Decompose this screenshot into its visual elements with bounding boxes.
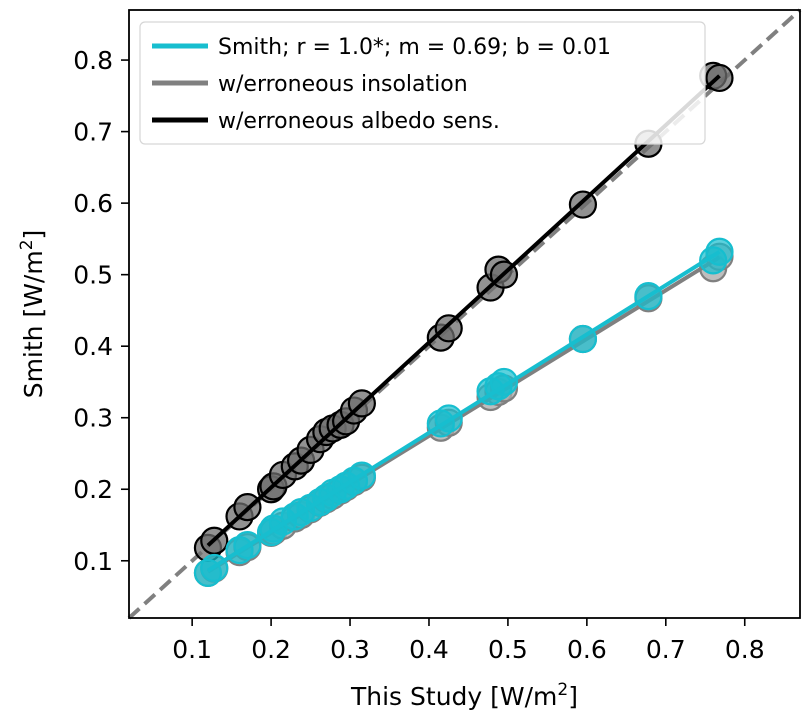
y-tick-label: 0.6 bbox=[73, 189, 113, 218]
y-tick-label: 0.5 bbox=[73, 261, 113, 290]
legend-label: Smith; r = 1.0*; m = 0.69; b = 0.01 bbox=[218, 35, 611, 60]
x-tick-label: 0.5 bbox=[488, 635, 528, 664]
y-tick-label: 0.3 bbox=[73, 404, 113, 433]
legend-label: w/erroneous insolation bbox=[218, 72, 468, 97]
x-tick-label: 0.3 bbox=[330, 635, 370, 664]
data-point bbox=[568, 190, 598, 219]
series-1 bbox=[193, 61, 734, 563]
x-tick-label: 0.6 bbox=[567, 635, 607, 664]
x-tick-label: 0.2 bbox=[251, 635, 291, 664]
y-axis-label: Smith [W/m2] bbox=[17, 230, 48, 399]
y-tick-label: 0.4 bbox=[73, 332, 113, 361]
x-tick-label: 0.4 bbox=[409, 635, 449, 664]
y-tick-label: 0.7 bbox=[73, 118, 113, 147]
y-tick-label: 0.2 bbox=[73, 475, 113, 504]
series-2 bbox=[193, 237, 734, 588]
axes-frame bbox=[128, 9, 801, 619]
series-layer bbox=[193, 61, 734, 588]
data-point bbox=[434, 314, 463, 343]
y-tick-label: 0.8 bbox=[73, 46, 113, 75]
x-tick-label: 0.1 bbox=[172, 635, 212, 664]
x-tick-label: 0.7 bbox=[646, 635, 686, 664]
plot-area bbox=[127, 8, 802, 620]
legend-box bbox=[139, 21, 706, 145]
y-axis: 0.1 0.2 0.3 0.4 0.5 0.6 0.7 0.8 bbox=[73, 46, 129, 576]
fit-line bbox=[206, 250, 721, 573]
fit-line bbox=[206, 74, 721, 547]
x-tick-label: 0.8 bbox=[725, 635, 765, 664]
y-tick-label: 0.1 bbox=[73, 547, 113, 576]
x-axis: 0.1 0.2 0.3 0.4 0.5 0.6 0.7 0.8 bbox=[172, 618, 765, 664]
legend: Smith; r = 1.0*; m = 0.69; b = 0.01 w/err… bbox=[139, 21, 706, 145]
x-axis-label: This Study [W/m2] bbox=[350, 680, 578, 711]
legend-label: w/erroneous albedo sens. bbox=[218, 109, 500, 134]
